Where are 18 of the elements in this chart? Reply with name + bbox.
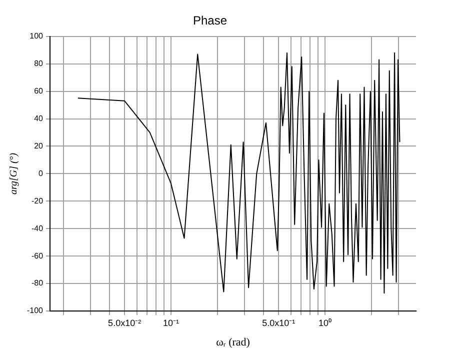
y-tick-label: -80 bbox=[31, 278, 44, 288]
y-tick-label: 0 bbox=[38, 168, 44, 178]
x-tick-label: 5.0x10⁻¹ bbox=[262, 318, 296, 328]
x-axis-title: ωᵣ (rad) bbox=[216, 336, 250, 348]
y-tick-label: 40 bbox=[34, 114, 44, 123]
y-tick-label: 80 bbox=[34, 59, 44, 68]
y-tick-label: -40 bbox=[31, 224, 44, 233]
x-tick-label: 10⁻¹ bbox=[162, 318, 179, 328]
chart-title: Phase bbox=[192, 14, 228, 28]
x-tick-label: 5.0x10⁻² bbox=[108, 318, 142, 328]
y-tick-label: -60 bbox=[31, 251, 44, 260]
y-tick-label: 20 bbox=[34, 141, 44, 150]
y-tick-label: -100 bbox=[26, 306, 44, 316]
y-tick-label: 100 bbox=[30, 32, 44, 41]
y-tick-label: -20 bbox=[31, 196, 44, 206]
y-tick-label: 60 bbox=[34, 86, 44, 96]
x-tick-label: 10⁰ bbox=[318, 318, 332, 328]
y-axis-title: arg[G] (°) bbox=[8, 152, 20, 195]
